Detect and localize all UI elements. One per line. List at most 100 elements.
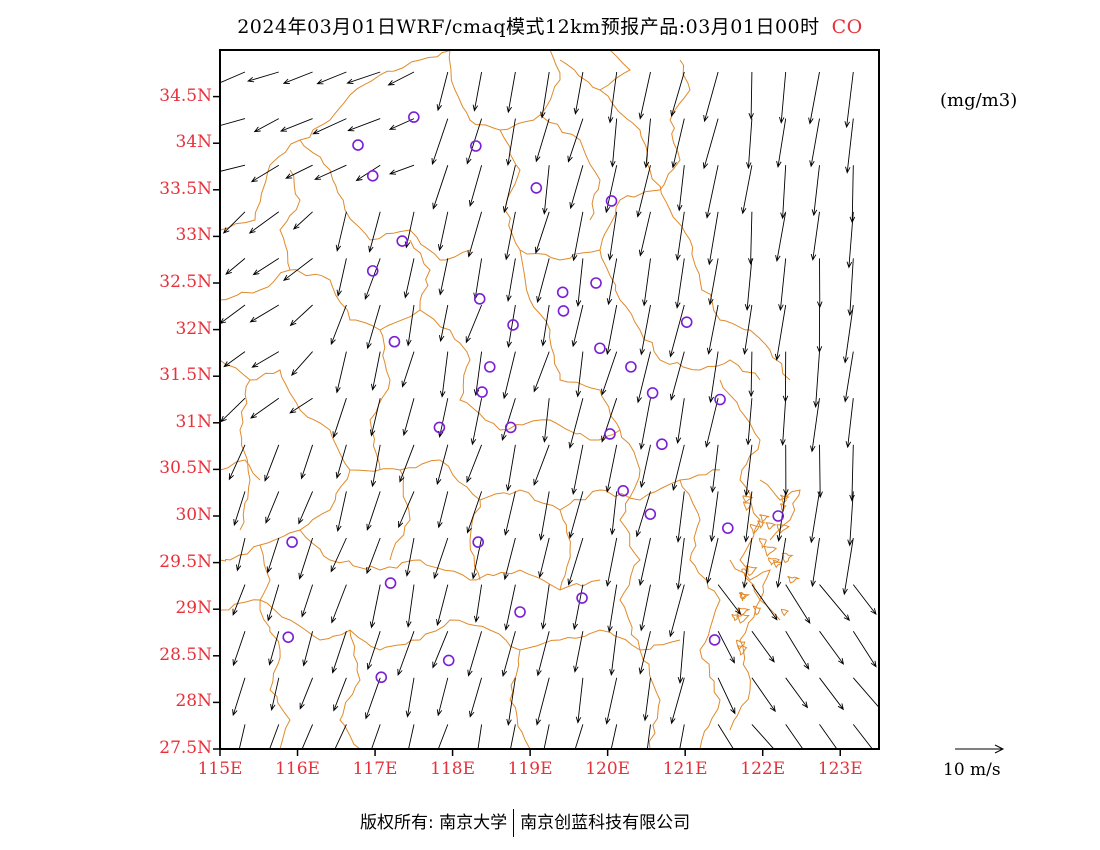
x-tick-label: 115E xyxy=(197,759,243,779)
wind-arrow xyxy=(347,118,381,132)
island-outline xyxy=(780,608,790,617)
island-outline xyxy=(737,645,748,656)
wind-arrow xyxy=(819,584,851,622)
wind-arrow xyxy=(675,211,685,262)
wind-arrow xyxy=(333,677,347,712)
island-outline xyxy=(767,557,780,566)
wind-arrow xyxy=(607,584,618,633)
wind-arrow xyxy=(569,165,584,210)
wind-arrow xyxy=(220,304,246,324)
station-marker xyxy=(772,510,785,522)
copyright-footer: 版权所有: 南京大学 南京创蓝科技有限公司 xyxy=(360,808,690,837)
wind-arrow xyxy=(436,71,449,112)
wind-arrow xyxy=(405,537,415,577)
island-outline xyxy=(739,591,747,601)
boundary-line xyxy=(499,129,661,261)
station-marker xyxy=(617,485,629,497)
wind-arrow xyxy=(574,724,584,749)
y-tick-label: 34.5N xyxy=(159,85,212,106)
wind-arrow xyxy=(844,71,854,129)
boundary-line xyxy=(559,509,571,591)
wind-arrow xyxy=(717,630,735,664)
wind-arrow xyxy=(843,351,854,403)
wind-arrow xyxy=(533,351,550,393)
copyright-divider xyxy=(513,809,515,837)
wind-arrow xyxy=(842,537,854,596)
wind-arrow xyxy=(816,304,823,353)
wind-arrow xyxy=(314,164,347,180)
wind-arrow xyxy=(575,258,584,307)
wind-arrow xyxy=(331,631,347,674)
wind-arrow xyxy=(301,584,314,618)
station-marker xyxy=(472,536,484,548)
wind-arrow xyxy=(466,444,483,484)
wind-arrow xyxy=(775,537,787,589)
island-outline xyxy=(752,605,762,616)
wind-arrow xyxy=(268,631,280,666)
y-tick-label: 28.5N xyxy=(159,644,212,665)
wind-arrow xyxy=(751,724,778,749)
boundary-line xyxy=(759,479,801,541)
boundary-line xyxy=(699,279,791,381)
island-outline xyxy=(742,495,754,504)
x-tick-label: 123E xyxy=(817,759,863,779)
wind-arrow xyxy=(369,584,381,629)
wind-arrow xyxy=(279,118,313,132)
station-marker xyxy=(476,386,488,398)
wind-arrow xyxy=(388,164,415,175)
wind-arrow xyxy=(702,118,719,170)
wind-arrow xyxy=(742,304,753,355)
island-outline xyxy=(772,559,783,569)
wind-arrow xyxy=(501,631,516,678)
wind-arrow xyxy=(299,677,314,710)
wind-arrow xyxy=(571,304,584,348)
station-marker xyxy=(286,536,298,548)
wind-arrow xyxy=(540,584,550,630)
wind-arrow xyxy=(331,584,347,624)
wind-arrow xyxy=(607,71,618,124)
y-tick-label: 32.5N xyxy=(159,272,212,292)
x-tick-label: 121E xyxy=(662,759,708,779)
wind-arrow xyxy=(677,165,685,212)
wind-arrow xyxy=(471,537,483,580)
station-marker xyxy=(433,421,446,434)
wind-arrow xyxy=(510,724,516,749)
boundary-line xyxy=(220,50,460,231)
wind-arrow xyxy=(467,631,483,677)
wind-arrow xyxy=(846,211,854,269)
boundary-line xyxy=(719,379,761,731)
wind-arrow xyxy=(220,71,246,84)
wind-arrow xyxy=(780,165,787,220)
copyright-owner: 版权所有: 南京大学 xyxy=(360,813,508,833)
wind-arrow xyxy=(334,724,347,749)
wind-arrow xyxy=(785,584,811,625)
wind-arrow xyxy=(266,537,280,574)
wind-arrow xyxy=(677,631,685,684)
wind-arrow xyxy=(408,724,415,749)
wind-arrow xyxy=(639,444,651,489)
wind-arrow xyxy=(819,630,845,665)
station-marker xyxy=(282,631,295,643)
wind-arrow xyxy=(232,631,246,667)
wind-arrow xyxy=(504,584,516,631)
wind-arrow xyxy=(671,118,685,169)
wind-arrow xyxy=(335,211,347,252)
wind-vector-field xyxy=(220,71,879,749)
wind-arrow xyxy=(571,211,584,262)
wind-arrow xyxy=(810,398,820,453)
wind-arrow xyxy=(605,677,618,725)
wind-arrow xyxy=(502,165,516,214)
wind-arrow xyxy=(465,304,483,344)
wind-arrow xyxy=(639,398,651,451)
boundary-line xyxy=(509,649,531,749)
wind-arrow xyxy=(300,444,314,480)
wind-arrow xyxy=(503,537,516,581)
island-outline xyxy=(749,523,761,535)
wind-arrow xyxy=(642,677,651,722)
wind-arrow xyxy=(267,584,280,622)
wind-arrow xyxy=(743,444,753,497)
wind-arrow xyxy=(785,724,804,749)
wind-arrow xyxy=(639,304,651,356)
wind-arrow xyxy=(233,491,246,527)
wind-arrow xyxy=(745,398,753,446)
